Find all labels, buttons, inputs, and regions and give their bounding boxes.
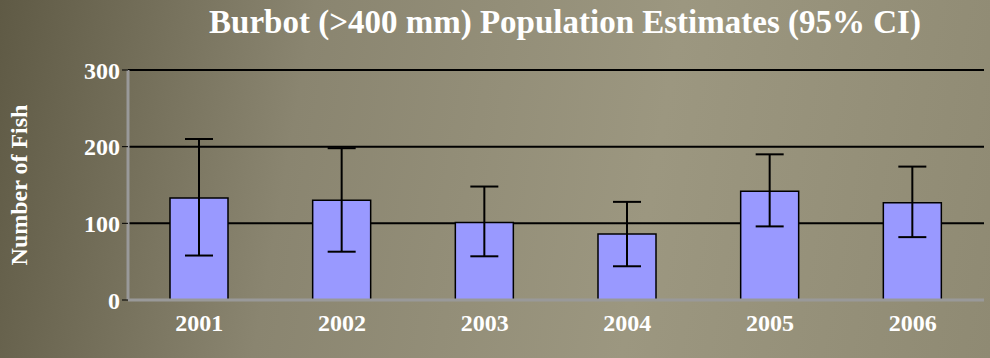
html-text:Burbot (>400 mm) Population Es: Burbot (>400 mm) Population Estimates (9… [209, 4, 921, 40]
svg-text:2002: 2002 [318, 310, 366, 336]
svg-text:2004: 2004 [603, 310, 651, 336]
svg-text:100: 100 [84, 211, 120, 237]
svg-text:200: 200 [84, 134, 120, 160]
svg-text:2001: 2001 [175, 310, 223, 336]
svg-text:Number of Fish: Number of Fish [6, 105, 32, 266]
svg-text:0: 0 [108, 288, 120, 314]
svg-text:2005: 2005 [746, 310, 794, 336]
svg-text:2003: 2003 [461, 310, 509, 336]
svg-text:300: 300 [84, 58, 120, 84]
svg-text:2006: 2006 [889, 310, 937, 336]
